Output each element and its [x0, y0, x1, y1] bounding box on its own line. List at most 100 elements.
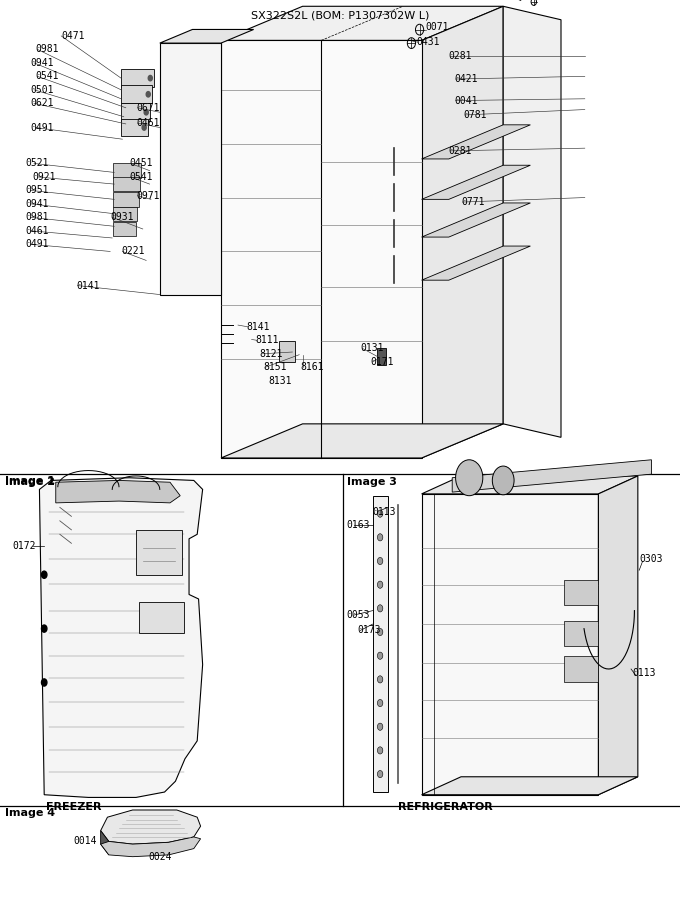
Circle shape: [377, 558, 383, 565]
Text: 0471: 0471: [61, 31, 85, 41]
Polygon shape: [373, 496, 388, 792]
Text: 0501: 0501: [31, 84, 54, 95]
Circle shape: [146, 92, 150, 97]
Text: 0172: 0172: [12, 541, 36, 551]
Polygon shape: [39, 478, 203, 797]
Text: REFRIGERATOR: REFRIGERATOR: [398, 802, 492, 812]
Polygon shape: [121, 85, 152, 103]
Circle shape: [142, 125, 146, 130]
Circle shape: [377, 770, 383, 778]
Text: FREEZER: FREEZER: [46, 802, 102, 812]
Text: 0491: 0491: [26, 239, 50, 250]
Circle shape: [377, 510, 383, 517]
Text: 0071: 0071: [425, 22, 449, 32]
Polygon shape: [503, 6, 561, 437]
Polygon shape: [139, 602, 184, 633]
Polygon shape: [101, 810, 201, 844]
Polygon shape: [564, 621, 598, 646]
Polygon shape: [113, 207, 137, 221]
Text: 8111: 8111: [255, 335, 279, 346]
Text: 0781: 0781: [464, 110, 488, 120]
Text: 0221: 0221: [121, 246, 145, 257]
Circle shape: [148, 75, 152, 81]
Circle shape: [456, 460, 483, 496]
Text: 8151: 8151: [264, 362, 288, 373]
Text: 0981: 0981: [26, 212, 50, 223]
Polygon shape: [160, 43, 221, 295]
Polygon shape: [221, 6, 503, 40]
Circle shape: [377, 581, 383, 588]
Text: 0941: 0941: [26, 198, 50, 209]
Text: 0981: 0981: [35, 44, 59, 55]
Text: 0113: 0113: [632, 668, 656, 679]
Text: 0521: 0521: [26, 158, 50, 169]
Text: 0141: 0141: [76, 280, 100, 291]
Polygon shape: [113, 177, 140, 191]
Polygon shape: [113, 163, 141, 178]
Polygon shape: [160, 30, 254, 43]
Text: 0173: 0173: [357, 625, 381, 636]
Text: 0461: 0461: [26, 225, 50, 236]
Polygon shape: [377, 348, 386, 365]
Polygon shape: [422, 165, 530, 199]
Text: 0303: 0303: [639, 553, 663, 564]
Text: 0931: 0931: [111, 212, 135, 223]
Circle shape: [377, 629, 383, 636]
Text: 8131: 8131: [269, 375, 292, 386]
Circle shape: [377, 533, 383, 541]
Polygon shape: [113, 222, 136, 236]
Polygon shape: [136, 530, 182, 575]
Polygon shape: [452, 460, 651, 492]
Text: 0541: 0541: [129, 172, 153, 182]
Text: 0541: 0541: [35, 71, 59, 82]
Text: Image 4: Image 4: [5, 808, 56, 818]
Polygon shape: [101, 831, 109, 855]
Text: 0951: 0951: [26, 185, 50, 196]
Polygon shape: [221, 40, 422, 458]
Circle shape: [377, 723, 383, 730]
Polygon shape: [279, 341, 295, 362]
Circle shape: [41, 571, 47, 578]
Text: 0113: 0113: [373, 506, 396, 517]
Polygon shape: [422, 6, 503, 458]
Polygon shape: [564, 580, 598, 605]
Circle shape: [377, 747, 383, 754]
Circle shape: [41, 679, 47, 686]
Text: 0281: 0281: [449, 145, 473, 156]
Text: Image 3: Image 3: [347, 477, 396, 487]
Circle shape: [377, 652, 383, 659]
Polygon shape: [121, 69, 154, 87]
Text: 8121: 8121: [260, 348, 284, 359]
Text: 0621: 0621: [31, 98, 54, 109]
Polygon shape: [422, 246, 530, 280]
Text: 0024: 0024: [148, 851, 172, 862]
Circle shape: [377, 604, 383, 612]
Polygon shape: [422, 777, 638, 795]
Circle shape: [377, 700, 383, 707]
Circle shape: [41, 625, 47, 632]
Polygon shape: [422, 125, 530, 159]
Text: 0451: 0451: [129, 158, 153, 169]
Polygon shape: [221, 424, 503, 458]
Polygon shape: [121, 103, 150, 121]
Polygon shape: [422, 203, 530, 237]
Text: 0431: 0431: [417, 37, 441, 48]
Text: 8141: 8141: [246, 321, 270, 332]
Polygon shape: [598, 476, 638, 795]
Text: 0921: 0921: [33, 172, 56, 182]
Text: 8161: 8161: [301, 362, 324, 373]
Polygon shape: [422, 476, 638, 494]
Polygon shape: [422, 494, 598, 795]
Polygon shape: [564, 656, 598, 682]
Circle shape: [492, 466, 514, 495]
Text: 0041: 0041: [454, 95, 478, 106]
Circle shape: [144, 110, 148, 115]
Polygon shape: [101, 837, 201, 857]
Polygon shape: [113, 192, 139, 207]
Text: 0941: 0941: [31, 57, 54, 68]
Text: 0053: 0053: [347, 610, 371, 621]
Polygon shape: [56, 480, 180, 503]
Text: 0421: 0421: [454, 74, 478, 84]
Text: 0163: 0163: [347, 520, 371, 531]
Circle shape: [377, 676, 383, 683]
